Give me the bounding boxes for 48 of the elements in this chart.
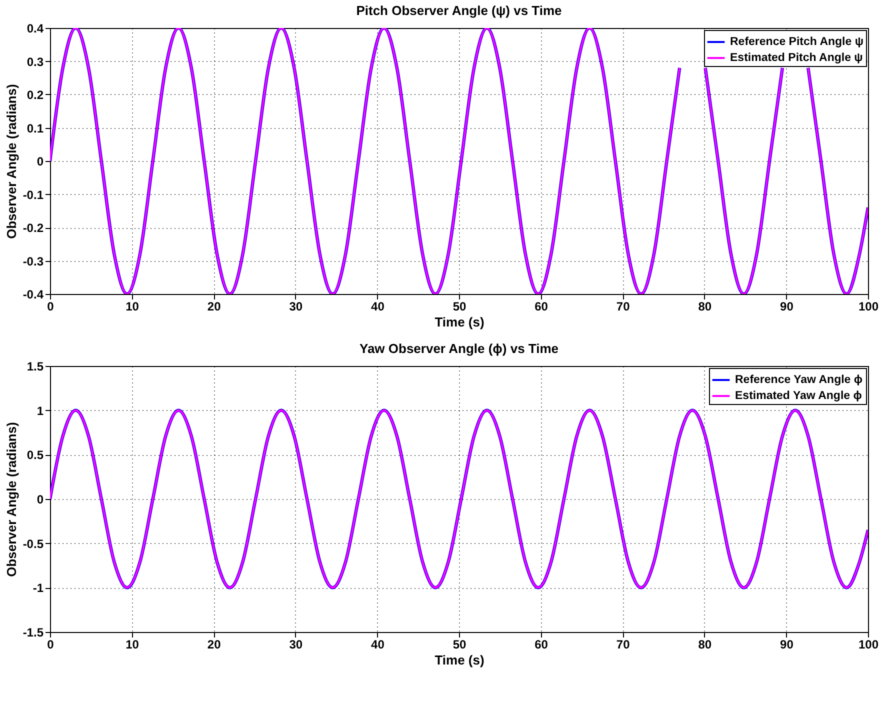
x-tick-label: 90 [780, 638, 794, 652]
y-tick-label: 1 [36, 404, 44, 418]
x-tick-label: 10 [126, 638, 140, 652]
x-tick-label: 90 [780, 300, 794, 314]
x-tick-label: 80 [698, 300, 712, 314]
legend-label: Estimated Yaw Angle ϕ [735, 390, 862, 402]
y-tick-label: -0.2 [22, 221, 44, 235]
x-tick-label: 40 [371, 300, 385, 314]
y-tick-label: -0.3 [22, 254, 44, 268]
x-tick-label: 0 [47, 300, 54, 314]
x-tick-label: 20 [207, 638, 222, 652]
legend-label: Reference Pitch Angle ψ [730, 36, 864, 48]
x-tick-label: 100 [858, 300, 879, 314]
y-tick-label: 0 [36, 492, 44, 506]
x-tick-label: 70 [616, 638, 630, 652]
y-tick-label: 0.2 [26, 88, 44, 102]
y-tick-label: 0 [36, 154, 44, 168]
legend-label: Reference Yaw Angle ϕ [735, 374, 863, 386]
x-tick-label: 40 [371, 638, 385, 652]
y-tick-label: -1 [32, 581, 44, 596]
x-tick-label: 100 [858, 638, 879, 652]
y-tick-label: 0.1 [26, 121, 44, 136]
x-tick-label: 60 [534, 638, 548, 652]
y-tick-label: 1.5 [26, 360, 44, 374]
x-tick-label: 20 [207, 300, 222, 314]
x-tick-label: 0 [47, 638, 54, 652]
x-tick-label: 50 [452, 638, 466, 652]
y-tick-label: 0.3 [26, 54, 44, 69]
y-tick-label: -0.5 [22, 536, 44, 551]
x-tick-label: 50 [452, 300, 466, 314]
x-tick-label: 10 [126, 300, 140, 314]
y-tick-label: -0.1 [22, 188, 44, 202]
x-axis-title: Time (s) [434, 652, 484, 668]
legend-label: Estimated Pitch Angle ψ [730, 52, 863, 64]
chart-title: Yaw Observer Angle (ϕ) vs Time [359, 341, 559, 356]
y-tick-label: 0.4 [26, 22, 44, 36]
x-axis-title: Time (s) [434, 314, 484, 330]
x-tick-label: 30 [289, 638, 303, 652]
y-tick-label: -0.4 [22, 288, 44, 302]
y-tick-label: 0.5 [26, 448, 44, 462]
x-tick-label: 60 [534, 300, 548, 314]
x-tick-label: 30 [289, 300, 303, 314]
x-tick-label: 70 [616, 300, 630, 314]
y-tick-label: -1.5 [22, 626, 44, 640]
x-tick-label: 80 [698, 638, 712, 652]
y-axis-title: Observer Angle (radians) [4, 422, 19, 577]
chart-title: Pitch Observer Angle (ψ) vs Time [356, 3, 562, 18]
y-axis-title: Observer Angle (radians) [4, 84, 19, 239]
